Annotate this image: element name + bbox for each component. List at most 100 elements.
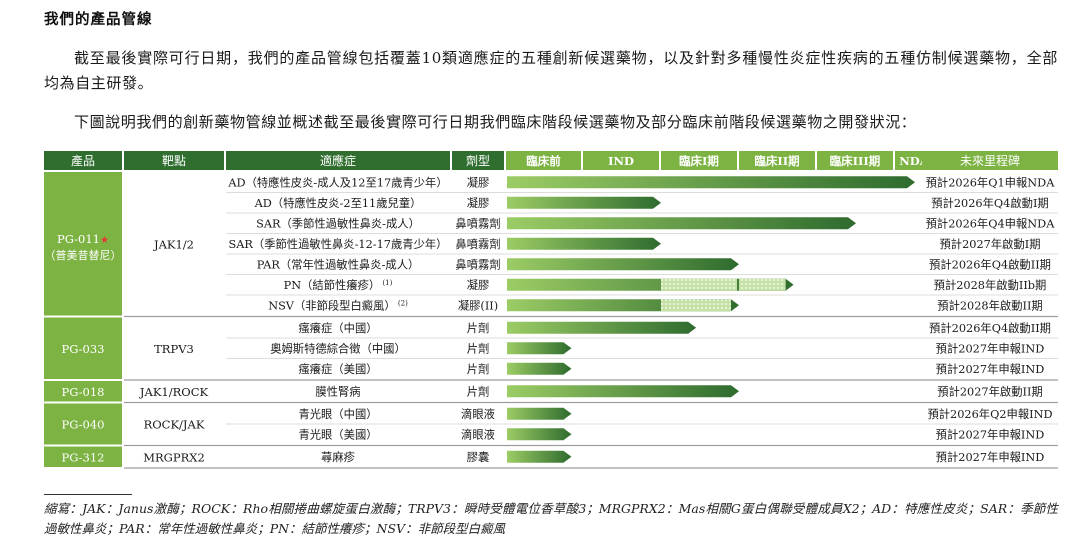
dosage-form: 凝膠 (467, 278, 490, 292)
indication-label: 青光眼（中國） (298, 407, 377, 421)
highlight-star-icon: ★ (100, 235, 109, 246)
intro-paragraph: 截至最後實際可行日期，我們的產品管線包括覆蓋10類適應症的五種創新候選藥物，以及… (44, 49, 1058, 92)
dosage-form: 膠囊 (467, 450, 490, 464)
product-subtitle: （普美昔替尼） (45, 248, 122, 262)
product-cell (44, 403, 122, 445)
indication-label: PN（結節性癢疹） (1) (284, 278, 393, 292)
milestone-label: 預計2027年申報IND (936, 427, 1045, 441)
progress-bar (507, 321, 697, 334)
milestone-label: 預計2026年Q4申報NDA (926, 216, 1056, 230)
header-label-dosage: 劑型 (466, 153, 490, 168)
header-label-product: 產品 (71, 153, 95, 168)
header-cell-indication (226, 151, 450, 170)
progress-bar (507, 428, 572, 441)
progress-bar (507, 407, 572, 420)
progress-bar (507, 450, 572, 463)
progress-bar (507, 342, 572, 355)
product-cell (44, 317, 122, 379)
indication-label: 奧姆斯特德綜合徵（中國） (270, 341, 406, 355)
stage-header-label: 臨床前 (526, 154, 561, 168)
milestone-label: 預計2027年啟動II期 (937, 384, 1042, 398)
dosage-form: 凝膠 (467, 196, 490, 210)
product-cell (44, 446, 122, 467)
milestone-label: 預計2026年Q1申報NDA (926, 175, 1056, 189)
progress-bar (507, 258, 739, 271)
pipeline-table: 產品 靶點 適應症 劑型 臨床前 IND 臨床I期 臨床II期 臨床III期 NDA 未來里程碑 PG… (44, 150, 1058, 470)
pipeline-chart: 產品 靶點 適應症 劑型 臨床前 IND 臨床I期 臨床II期 臨床III期 NDA 未來里程碑PG… (44, 151, 1058, 469)
dosage-form: 滴眼液 (461, 427, 495, 441)
indication-label: SAR（季節性過敏性鼻炎-12-17歲青少年） (229, 237, 448, 251)
dosage-form: 片劑 (467, 341, 490, 355)
milestone-label: 預計2027年申報IND (936, 450, 1045, 464)
footnote-marker: (1) (380, 279, 392, 287)
dosage-form: 滴眼液 (461, 407, 495, 421)
milestone-label: 預計2027年申報IND (936, 341, 1045, 355)
stage-header-cell (817, 151, 893, 170)
target-name: MRGPRX2 (143, 450, 205, 464)
milestone-label: 預計2027年申報IND (936, 362, 1045, 376)
target-name: TRPV3 (154, 342, 194, 356)
stage-header-cell (661, 151, 737, 170)
header-cell-milestone (922, 151, 1058, 170)
dosage-form: 鼻噴霧劑 (455, 216, 500, 230)
milestone-label: 預計2027年啟動I期 (940, 237, 1041, 251)
dosage-form: 片劑 (467, 362, 490, 376)
progress-bar (507, 196, 661, 209)
product-name: PG-033 (62, 342, 105, 356)
dosage-form: 鼻噴霧劑 (455, 257, 500, 271)
product-name: PG-312 (62, 450, 105, 464)
milestone-label: 預計2026年Q4啟動I期 (931, 196, 1048, 210)
indication-label: NSV（非節段型白癜風） (2) (268, 298, 408, 312)
progress-bar (507, 385, 739, 398)
footnote-rule (44, 494, 132, 495)
target-name: JAK1/2 (153, 237, 194, 251)
indication-label: 瘙癢症（中國） (298, 321, 377, 335)
dosage-form: 凝膠 (467, 175, 490, 189)
progress-bar (507, 176, 915, 189)
stage-header-cell (739, 151, 815, 170)
dosage-form: 片劑 (467, 384, 490, 398)
progress-bar (507, 217, 856, 230)
stage-header-cell (583, 151, 659, 170)
header-cell-dosage (452, 151, 504, 170)
header-label-indication: 適應症 (320, 153, 356, 168)
stage-header-label: 臨床III期 (830, 154, 881, 168)
section-heading: 我們的產品管線 (44, 12, 153, 28)
indication-label: PAR（常年性過敏性鼻炎-成人） (257, 257, 420, 271)
product-name: PG-018 (62, 385, 105, 399)
milestone-label: 預計2026年Q4啟動II期 (929, 321, 1051, 335)
product-name: PG-011★ (57, 232, 109, 246)
milestone-label: 預計2028年啟動II期 (937, 298, 1042, 312)
dosage-form: 片劑 (467, 321, 490, 335)
milestone-label: 預計2028年啟動IIb期 (934, 278, 1047, 292)
stage-header-label: 臨床II期 (754, 154, 799, 168)
planned-segment (661, 278, 737, 291)
target-name: JAK1/ROCK (139, 385, 209, 399)
indication-label: 蕁麻疹 (321, 450, 355, 464)
progress-bar (507, 362, 572, 375)
progress-bar (507, 237, 661, 250)
abbreviation-footnote: 縮寫：JAK：Janus激酶；ROCK：Rho相關捲曲螺旋蛋白激酶；TRPV3：… (44, 501, 1058, 536)
milestone-label: 預計2026年Q4啟動II期 (929, 257, 1051, 271)
target-name: ROCK/JAK (144, 418, 205, 432)
product-cell (44, 172, 122, 316)
stage-header-label: 臨床I期 (679, 154, 719, 168)
dosage-form: 凝膠(II) (458, 298, 498, 312)
indication-label: 瘙癢症（美國） (298, 362, 377, 376)
header-label-target: 靶點 (162, 154, 186, 168)
indication-label: AD（特應性皮炎-2至11歲兒童） (254, 196, 422, 210)
header-cell-target (124, 151, 224, 170)
planned-segment (661, 299, 731, 312)
milestone-label: 預計2026年Q2申報IND (927, 407, 1052, 421)
stage-header-cell (506, 151, 581, 170)
indication-label: AD（特應性皮炎-成人及12至17歲青少年） (227, 175, 447, 189)
footnote-marker: (2) (396, 299, 408, 307)
chart-intro-paragraph: 下圖說明我們的創新藥物管線並概述截至最後實際可行日期我們臨床階段候選藥物及部分臨… (74, 113, 917, 131)
stage-header-label: IND (608, 154, 634, 168)
header-label-milestone: 未來里程碑 (960, 153, 1020, 168)
planned-segment (739, 278, 786, 291)
header-cell-product (44, 151, 122, 170)
product-name: PG-040 (62, 418, 105, 432)
indication-label: 青光眼（美國） (298, 427, 377, 441)
indication-label: SAR（季節性過敏性鼻炎-成人） (256, 216, 420, 230)
